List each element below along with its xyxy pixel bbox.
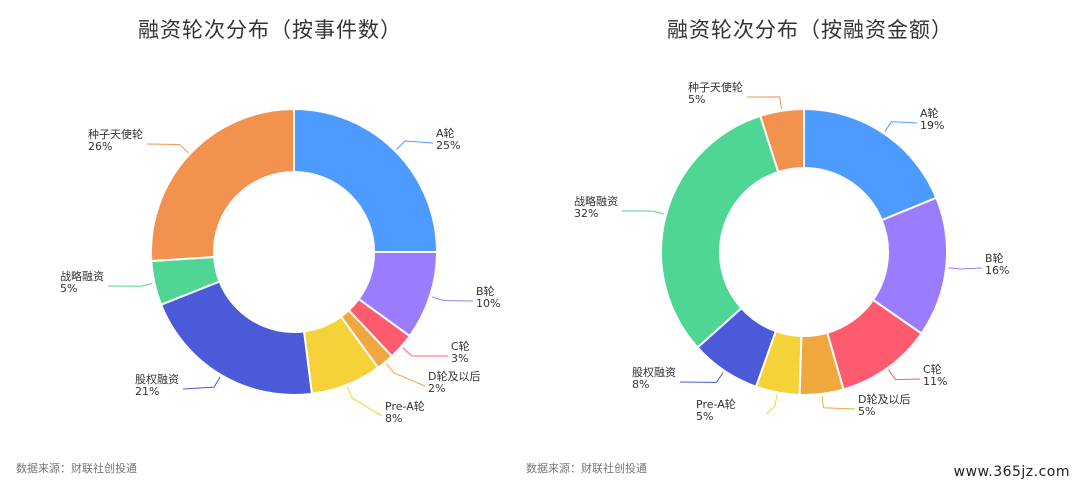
slice-value-label: 19% [920,119,944,132]
leader-line-0 [396,140,434,150]
leader-line-3 [386,363,426,387]
chart-panel-amount: 融资轮次分布（按融资金额） A轮 19% B轮 16% C轮 11% D轮及以后 5% Pre-… [526,0,1080,490]
slice-label: 种子天使轮 [688,80,743,94]
leader-line-7 [746,96,783,109]
chart-title: 融资轮次分布（按融资金额） [667,18,953,42]
slice-label: 股权融资 [632,366,676,379]
leader-line-6 [621,210,665,215]
slice-value-label: 10% [476,297,500,310]
slice-value-label: 21% [135,385,159,398]
slice-value-label: 26% [88,140,112,153]
slice-label: D轮及以后 [858,392,910,406]
donut-chart-amount: A轮19%B轮16%C轮11%D轮及以后5%Pre-A轮5%股权融资8%战略融资… [574,80,1009,423]
slice-value-label: 16% [985,264,1009,277]
slice-label: Pre-A轮 [696,397,736,411]
chart-panel-events: 融资轮次分布（按事件数） A轮 25% B轮 10% C轮 3% D轮及以后 2% Pre-A轮… [16,18,500,475]
leader-line-3 [821,395,856,410]
slice-value-label: 5% [60,282,77,295]
watermark: www.365jz.com [953,464,1070,480]
slice-value-label: 8% [632,378,649,391]
slice-0 [293,107,439,253]
leader-line-2 [402,347,449,357]
leader-line-4 [346,386,383,417]
slice-value-label: 8% [385,412,402,425]
leader-line-4 [765,394,778,415]
slice-value-label: 5% [696,410,713,423]
slice-value-label: 11% [923,375,947,388]
slice-value-label: 3% [451,352,468,365]
slice-label: B轮 [985,251,1004,265]
slice-value-label: 2% [428,382,445,395]
slice-label: 种子天使轮 [88,127,143,141]
slice-label: A轮 [436,126,455,140]
source-note: 数据来源：财联社创投通 [16,462,137,475]
slice-7 [150,107,295,263]
slice-label: C轮 [923,362,942,376]
leader-line-2 [888,369,921,381]
slice-value-label: 5% [858,405,875,418]
leader-line-5 [182,376,221,390]
slice-label: 战略融资 [60,269,104,283]
slice-value-label: 25% [436,139,460,152]
leader-line-1 [948,267,983,270]
slice-value-label: 5% [688,93,705,106]
slice-label: B轮 [476,284,495,298]
slice-label: 战略融资 [574,194,618,208]
slice-5 [159,280,314,396]
leader-line-7 [146,143,189,154]
leader-line-1 [431,296,474,302]
leader-line-5 [679,372,724,383]
slice-label: 股权融资 [135,373,179,386]
slice-value-label: 32% [574,207,598,220]
slice-6 [660,114,780,349]
slice-label: A轮 [920,106,939,120]
source-note: 数据来源：财联社创投通 [526,462,647,475]
chart-title: 融资轮次分布（按事件数） [138,18,402,42]
leader-line-6 [107,283,153,287]
slice-label: D轮及以后 [428,369,480,383]
slice-label: C轮 [451,339,470,353]
slice-label: Pre-A轮 [385,399,425,413]
leader-line-0 [884,121,918,132]
slice-7 [758,107,805,174]
slice-0 [803,107,938,222]
